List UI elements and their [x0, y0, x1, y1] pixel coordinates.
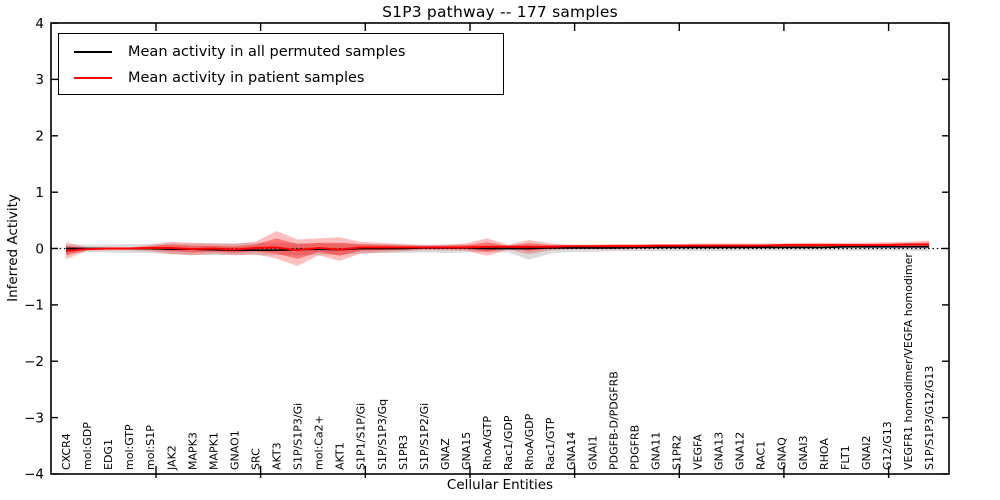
x-category-label: mol:GDP — [81, 422, 94, 470]
x-category-label: S1P/S1P3/Gq — [376, 399, 389, 470]
y-tick-label: −4 — [24, 467, 44, 483]
x-category-label: PDGFRB — [628, 425, 641, 470]
x-category-label: Rac1/GDP — [502, 415, 515, 470]
x-category-label: S1PR3 — [397, 435, 410, 470]
x-category-label: GNAI2 — [860, 435, 873, 470]
x-category-label: GNA13 — [713, 432, 726, 470]
x-category-label: JAK2 — [165, 445, 178, 471]
x-category-label: S1P1/S1P/Gi — [355, 403, 368, 470]
x-category-label: GNA14 — [565, 432, 578, 470]
y-tick-label: −2 — [24, 354, 44, 370]
x-category-label: GNAZ — [439, 438, 452, 470]
y-tick-label: 4 — [35, 16, 44, 32]
x-category-label: mol:GTP — [123, 424, 136, 470]
x-category-label: mol:Ca2+ — [313, 415, 326, 470]
x-category-label: CXCR4 — [60, 433, 73, 470]
x-category-label: RhoA/GDP — [523, 413, 536, 470]
x-category-label: PDGFB-D/PDGFRB — [607, 371, 620, 470]
x-category-label: SRC — [250, 448, 263, 470]
x-category-label: RhoA/GTP — [481, 416, 494, 470]
x-category-label: MAPK1 — [207, 432, 220, 470]
x-category-label: S1P/S1P3/Gi — [292, 403, 305, 470]
y-tick-label: −1 — [24, 298, 44, 314]
x-category-label: mol:S1P — [144, 425, 157, 470]
x-category-label: GNA15 — [460, 432, 473, 470]
x-category-label: EDG1 — [102, 439, 115, 470]
legend-line-permuted — [74, 50, 112, 54]
x-category-label: MAPK3 — [186, 432, 199, 470]
x-category-label: GNAI3 — [797, 435, 810, 470]
legend: Mean activity in all permuted samples Me… — [58, 33, 504, 95]
legend-item-permuted: Mean activity in all permuted samples — [59, 39, 503, 65]
x-category-label: G12/G13 — [881, 421, 894, 470]
x-category-label: GNAI1 — [586, 435, 599, 470]
x-category-label: S1P/S1P3/G12/G13 — [923, 366, 936, 470]
chart-title: S1P3 pathway -- 177 samples — [382, 3, 618, 21]
x-category-label: VEGFA — [692, 434, 705, 470]
x-category-label: GNAQ — [776, 437, 789, 470]
x-category-label: RHOA — [818, 438, 831, 470]
x-axis-label: Cellular Entities — [446, 477, 554, 493]
x-category-label: S1P/S1P2/Gi — [418, 403, 431, 470]
x-category-label: FLT1 — [839, 445, 852, 470]
x-category-label: VEGFR1 homodimer/VEGFA homodimer — [902, 253, 915, 470]
y-tick-label: −3 — [24, 410, 44, 426]
y-tick-label: 1 — [35, 185, 44, 201]
legend-label-permuted: Mean activity in all permuted samples — [128, 44, 406, 60]
y-tick-label: 2 — [35, 129, 44, 145]
x-category-label: S1PR2 — [671, 435, 684, 470]
x-category-label: AKT1 — [334, 442, 347, 470]
legend-item-patient: Mean activity in patient samples — [59, 65, 503, 91]
y-tick-label: 3 — [35, 72, 44, 88]
x-category-label: GNAO1 — [228, 430, 241, 470]
x-category-label: GNA11 — [649, 432, 662, 470]
x-category-label: GNA12 — [734, 432, 747, 470]
legend-line-patient — [74, 76, 112, 80]
y-axis-label: Inferred Activity — [5, 194, 21, 302]
x-category-label: AKT3 — [271, 442, 284, 470]
plot-border — [50, 22, 950, 475]
patient-mean-line — [65, 243, 930, 252]
x-category-label: RAC1 — [755, 441, 768, 470]
y-tick-label: 0 — [35, 241, 44, 257]
x-category-label: Rac1/GTP — [544, 417, 557, 470]
legend-label-patient: Mean activity in patient samples — [128, 70, 365, 86]
